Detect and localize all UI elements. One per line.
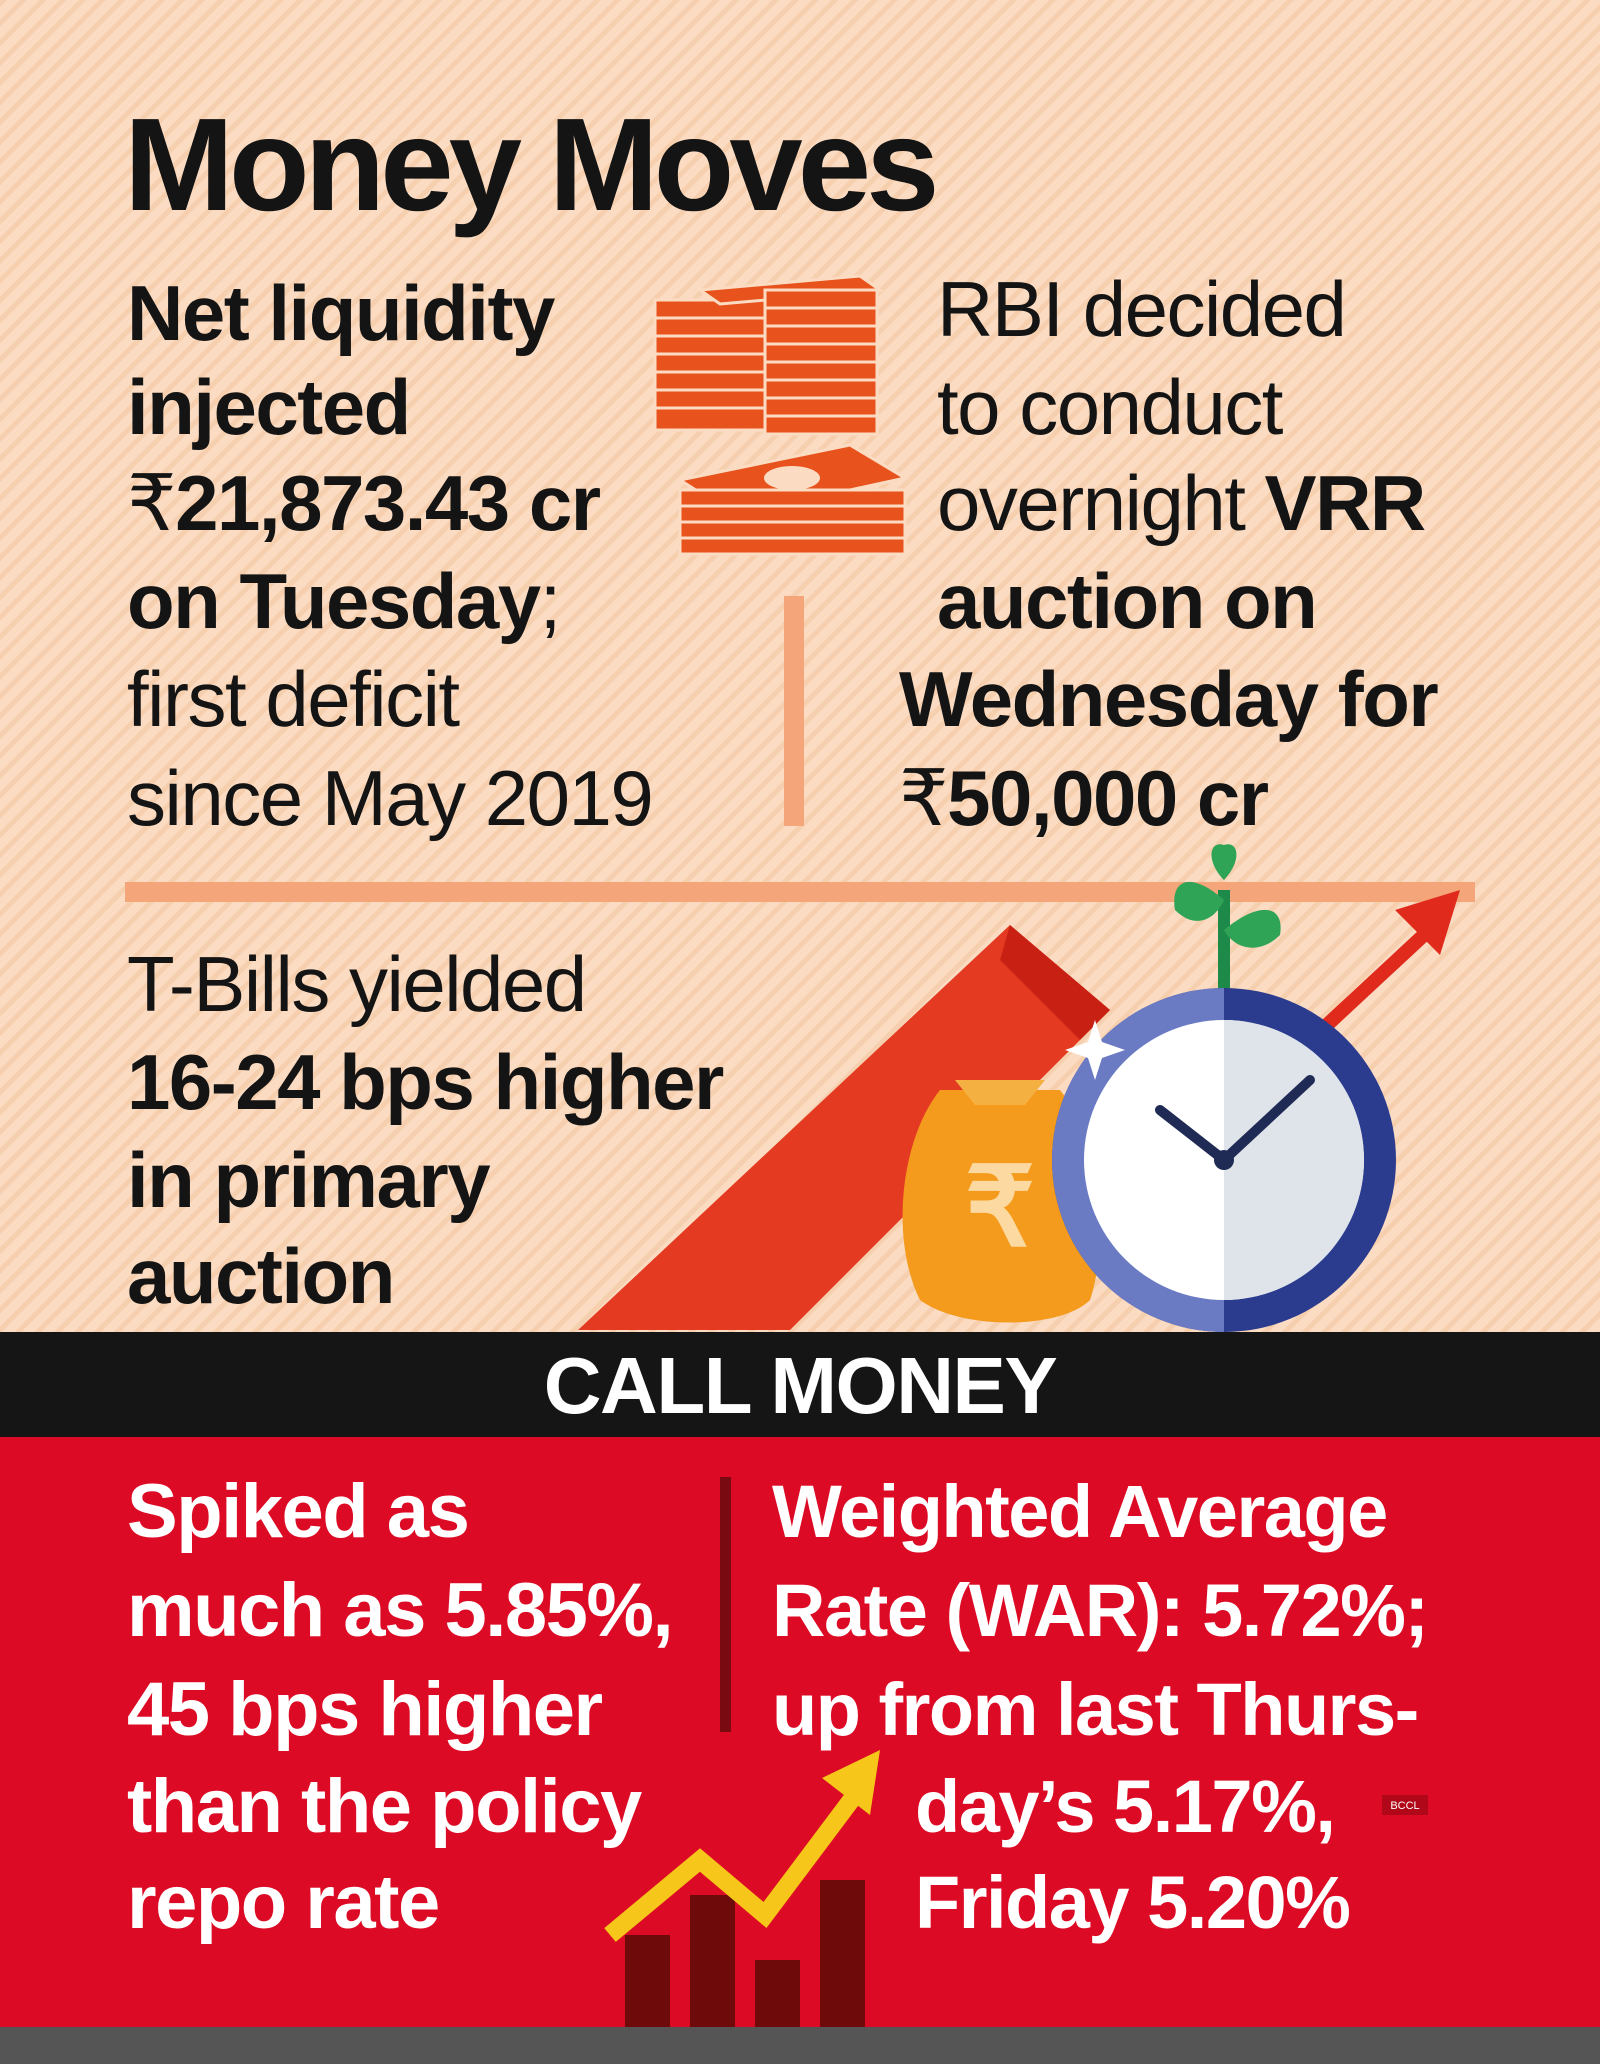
text-line: RBI decided xyxy=(937,265,1345,353)
text-line: injected xyxy=(127,363,410,451)
footer-strip xyxy=(0,2027,1600,2064)
text-line: Rate (WAR): 5.72%; xyxy=(772,1569,1428,1652)
text-line: Wednesday for xyxy=(899,655,1438,743)
credit: BCCL xyxy=(1390,1800,1419,1812)
money-icon xyxy=(653,274,910,556)
text-line: Spiked as xyxy=(127,1469,468,1554)
text: ₹ xyxy=(127,459,175,547)
divider xyxy=(720,1477,731,1732)
banner-title: CALL MONEY xyxy=(544,1341,1058,1430)
text-line: overnight VRR xyxy=(937,459,1425,547)
text-line: since May 2019 xyxy=(127,754,652,842)
text-line: auction xyxy=(127,1232,394,1320)
text: ; xyxy=(540,557,560,645)
text: 50,000 cr xyxy=(947,754,1269,842)
text-line: day’s 5.17%, xyxy=(915,1765,1334,1848)
call-left-text: Spiked as much as 5.85%, 45 bps higher t… xyxy=(127,1469,674,1945)
text: to conduct xyxy=(937,363,1284,451)
text: RBI decided xyxy=(937,265,1345,353)
text-line: Weighted Average xyxy=(772,1470,1387,1553)
text-line: Net liquidity xyxy=(127,269,555,357)
text: first deficit xyxy=(127,655,460,743)
text-line: up from last Thurs- xyxy=(772,1668,1418,1751)
text-line: auction on xyxy=(937,557,1316,645)
banner xyxy=(0,1332,1600,1437)
call-money-panel xyxy=(0,1437,1600,2027)
text-line: on Tuesday; xyxy=(127,557,560,645)
text-line: 45 bps higher xyxy=(127,1667,603,1752)
chart-icon xyxy=(604,1750,880,2027)
text: Net liquidity xyxy=(127,269,555,357)
call-right-text: Weighted Average Rate (WAR): 5.72%; up f… xyxy=(772,1470,1429,1944)
text: VRR xyxy=(1265,459,1425,547)
rupee-symbol: ₹ xyxy=(965,1146,1035,1269)
divider xyxy=(784,596,804,826)
text: 21,873.43 cr xyxy=(175,459,601,547)
text-line: ₹21,873.43 cr xyxy=(127,459,601,547)
text: Wednesday for xyxy=(899,655,1438,743)
text: auction xyxy=(127,1232,394,1320)
text-line: in primary xyxy=(127,1136,490,1224)
text: in primary xyxy=(127,1136,490,1224)
tbills-text: T-Bills yielded 16-24 bps higher in prim… xyxy=(127,940,725,1320)
text-line: than the policy xyxy=(127,1764,642,1849)
divider xyxy=(125,882,1475,902)
liquidity-text: Net liquidity injected ₹21,873.43 cr on … xyxy=(127,269,654,842)
text-line: repo rate xyxy=(127,1860,439,1945)
credit-box xyxy=(1382,1795,1428,1815)
text: T-Bills yielded xyxy=(127,940,586,1028)
text: injected xyxy=(127,363,410,451)
text-line: much as 5.85%, xyxy=(127,1568,672,1653)
text: overnight xyxy=(937,459,1265,547)
text: since May 2019 xyxy=(127,754,652,842)
vrr-text: RBI decided to conduct overnight VRR auc… xyxy=(899,265,1440,842)
title: Money Moves xyxy=(124,91,935,238)
text-line: 16-24 bps higher xyxy=(127,1038,724,1126)
text: ₹ xyxy=(899,754,947,842)
text: auction on xyxy=(937,557,1316,645)
growth-illustration: ₹ xyxy=(578,844,1460,1332)
text-line: T-Bills yielded xyxy=(127,940,586,1028)
text: on Tuesday xyxy=(127,557,541,645)
text-line: Friday 5.20% xyxy=(915,1861,1349,1944)
text-line: to conduct xyxy=(937,363,1284,451)
text-line: ₹50,000 cr xyxy=(899,754,1269,842)
text-line: first deficit xyxy=(127,655,460,743)
text: 16-24 bps higher xyxy=(127,1038,724,1126)
